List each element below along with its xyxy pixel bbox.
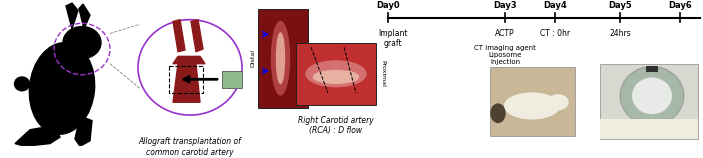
Text: ACTP: ACTP (495, 29, 515, 38)
Polygon shape (66, 3, 78, 29)
Ellipse shape (505, 93, 560, 119)
Circle shape (620, 67, 684, 125)
Polygon shape (15, 128, 60, 146)
Ellipse shape (15, 77, 30, 91)
Ellipse shape (276, 33, 285, 83)
Text: Distal: Distal (250, 49, 255, 67)
Bar (646, 67, 658, 72)
Text: Allograft transplantation of
common carotid artery: Allograft transplantation of common caro… (138, 137, 241, 157)
Ellipse shape (491, 104, 505, 122)
Polygon shape (173, 64, 200, 102)
Polygon shape (191, 20, 203, 52)
Text: Right Carotid artery
(RCA) : D flow: Right Carotid artery (RCA) : D flow (298, 116, 374, 135)
Polygon shape (79, 4, 90, 29)
Polygon shape (75, 116, 92, 146)
Bar (296, 43, 376, 105)
Polygon shape (173, 56, 205, 64)
Bar (169, 66, 203, 93)
Text: Day4: Day4 (543, 1, 567, 10)
Text: Day5: Day5 (608, 1, 632, 10)
Bar (258, 9, 308, 108)
Circle shape (632, 77, 672, 114)
Polygon shape (173, 20, 185, 52)
Bar (600, 119, 698, 139)
Text: Day0: Day0 (376, 1, 400, 10)
Ellipse shape (314, 70, 359, 83)
Ellipse shape (30, 43, 95, 134)
Text: Day6: Day6 (668, 1, 692, 10)
Text: Proximal: Proximal (380, 60, 385, 87)
Bar (490, 67, 575, 136)
Text: CT imaging agent
Liposome
Injection: CT imaging agent Liposome Injection (474, 45, 536, 65)
Ellipse shape (63, 27, 101, 59)
Text: CT : 0hr: CT : 0hr (540, 29, 570, 38)
Text: Implant
graft: Implant graft (378, 29, 408, 48)
Text: 24hrs: 24hrs (609, 29, 631, 38)
Text: Day3: Day3 (494, 1, 517, 10)
Ellipse shape (271, 21, 290, 95)
Ellipse shape (306, 61, 366, 87)
Ellipse shape (548, 95, 568, 110)
Bar (600, 64, 698, 139)
Bar (222, 71, 242, 88)
